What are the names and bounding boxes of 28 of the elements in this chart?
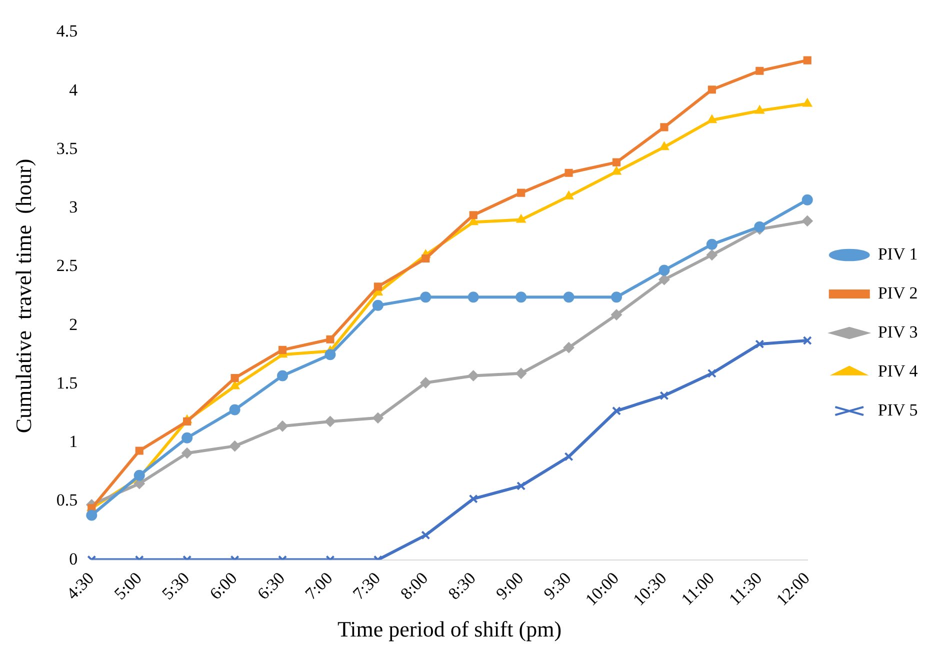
x-tick-label: 5:00 bbox=[110, 568, 146, 604]
x-tick-label: 7:30 bbox=[349, 568, 384, 604]
y-axis-title: Cumulative travel time (hour) bbox=[10, 158, 36, 434]
legend-label: PIV 5 bbox=[878, 400, 918, 420]
x-tick-label: 8:00 bbox=[396, 568, 432, 604]
x-tick-label: 6:30 bbox=[254, 568, 288, 604]
x-tick-label: 8:30 bbox=[444, 568, 480, 604]
y-tick-label: 1 bbox=[69, 432, 78, 452]
y-tick-label: 2.5 bbox=[56, 256, 78, 276]
x-tick-label: 7:00 bbox=[301, 568, 336, 604]
legend-label: PIV 3 bbox=[878, 322, 918, 342]
y-tick-label: 2 bbox=[69, 314, 78, 334]
y-tick-label: 3 bbox=[69, 198, 78, 217]
legend-label: PIV 1 bbox=[878, 244, 918, 264]
legend-label: PIV 4 bbox=[878, 361, 918, 380]
legend-label: PIV 2 bbox=[878, 283, 918, 302]
y-tick-label: 0 bbox=[69, 549, 78, 568]
y-tick-label: 4 bbox=[69, 80, 78, 100]
y-tick-label: 4.5 bbox=[56, 22, 78, 41]
y-tick-label: 3.5 bbox=[56, 138, 78, 158]
x-tick-label: 9:00 bbox=[492, 568, 528, 604]
x-axis-title: Time period of shift (pm) bbox=[337, 616, 562, 642]
x-tick-label: 5:30 bbox=[158, 568, 194, 604]
y-tick-label: 1.5 bbox=[56, 373, 78, 392]
x-tick-label: 6:00 bbox=[206, 568, 241, 604]
x-tick-label: 9:30 bbox=[540, 568, 575, 604]
x-tick-label: 4:30 bbox=[62, 568, 98, 604]
y-tick-label: 0.5 bbox=[56, 490, 78, 510]
